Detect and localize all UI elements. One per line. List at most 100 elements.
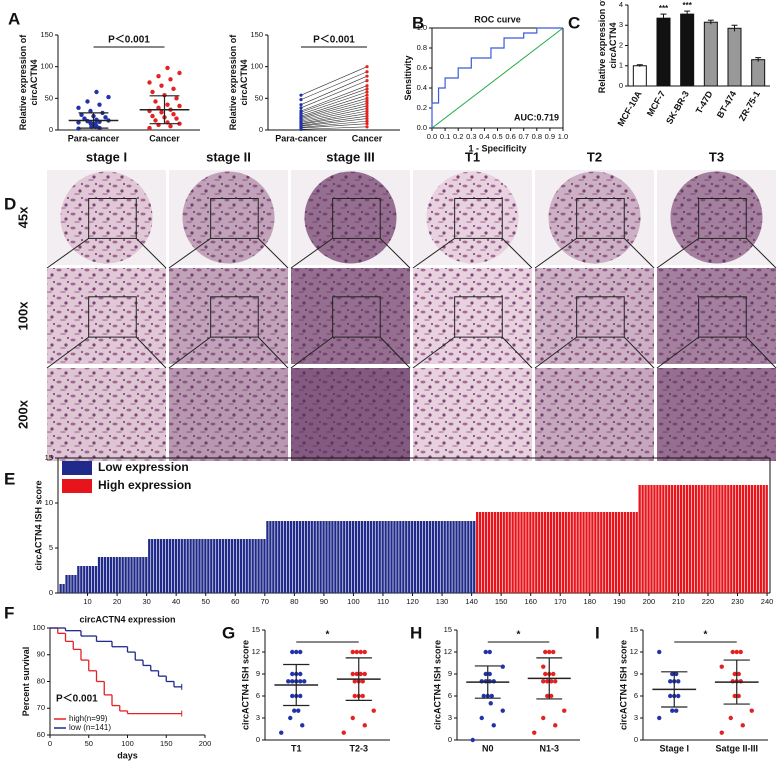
bar xyxy=(440,521,443,593)
bar xyxy=(638,485,641,593)
row-label: 45x xyxy=(15,206,30,228)
bar xyxy=(632,65,647,87)
bar xyxy=(162,539,166,593)
column-header: stage I xyxy=(86,149,127,164)
tissue-shade xyxy=(427,172,519,264)
data-point xyxy=(290,671,295,677)
x-tick-label: ZR-75-1 xyxy=(737,89,762,123)
x-tick-label: Cancer xyxy=(149,133,180,143)
data-point xyxy=(365,96,369,100)
x-tick-label: 90 xyxy=(320,597,328,606)
bar xyxy=(591,512,594,593)
y-tick-label: 0 xyxy=(619,81,623,90)
bar xyxy=(461,521,464,593)
data-point xyxy=(288,715,293,721)
bar xyxy=(310,521,313,593)
bar xyxy=(334,521,337,593)
bar xyxy=(340,521,343,593)
bar xyxy=(558,512,562,593)
x-tick-label: Para-cancer xyxy=(68,133,120,143)
bar xyxy=(703,485,706,593)
bar xyxy=(747,485,751,593)
bar xyxy=(313,521,316,593)
tissue-core xyxy=(426,171,519,264)
data-point xyxy=(106,94,111,100)
pair-line xyxy=(300,94,368,117)
bar xyxy=(118,557,121,593)
data-point xyxy=(177,121,182,126)
bar xyxy=(304,521,307,593)
y-tick-label: 80 xyxy=(37,676,45,685)
bar xyxy=(171,539,175,593)
data-point xyxy=(300,723,305,728)
data-point xyxy=(487,671,492,677)
column-header: T3 xyxy=(709,149,724,164)
data-point xyxy=(489,693,494,699)
zoom-box xyxy=(454,198,503,239)
data-point xyxy=(470,737,475,743)
data-point xyxy=(362,649,367,655)
bar xyxy=(77,566,80,593)
bar xyxy=(257,539,260,593)
y-axis-label: circACTN4 ISH score xyxy=(618,640,628,730)
x-tick-label: 70 xyxy=(261,597,269,606)
data-point xyxy=(302,679,307,684)
data-point xyxy=(541,664,546,669)
bar xyxy=(227,539,231,593)
y-tick-label: 15 xyxy=(252,625,260,634)
bar xyxy=(62,584,65,593)
bar xyxy=(301,521,305,593)
data-point xyxy=(362,671,367,677)
y-tick-label: 3 xyxy=(634,713,638,722)
data-point xyxy=(150,113,155,119)
bar xyxy=(573,512,576,593)
x-axis-label: 1 - Specificity xyxy=(468,143,526,153)
bar xyxy=(316,521,319,593)
bar xyxy=(641,485,644,593)
x-tick-label: 110 xyxy=(377,597,389,606)
bar xyxy=(620,512,624,593)
data-point xyxy=(290,679,295,684)
tissue-core xyxy=(182,171,275,264)
bar xyxy=(437,521,440,593)
y-tick-label: 15 xyxy=(45,453,53,462)
significance: *** xyxy=(659,4,669,13)
bar xyxy=(582,512,585,593)
bar xyxy=(381,521,384,593)
bar xyxy=(744,485,748,593)
bar xyxy=(617,512,621,593)
panel-label: H xyxy=(410,623,422,642)
bar xyxy=(390,521,393,593)
column-header: T1 xyxy=(465,149,480,164)
y-tick-label: 9 xyxy=(256,669,260,678)
zoom-line xyxy=(257,238,289,269)
zoom-box xyxy=(332,296,381,338)
data-point xyxy=(147,125,152,131)
bar xyxy=(478,512,482,593)
bar xyxy=(263,539,266,593)
bar xyxy=(83,566,86,593)
panel-label: C xyxy=(568,13,580,32)
zoom-box xyxy=(332,198,381,239)
bar xyxy=(691,485,695,593)
bar xyxy=(357,521,361,593)
bar xyxy=(680,13,695,87)
data-point xyxy=(674,671,679,677)
data-point xyxy=(174,116,179,121)
data-point xyxy=(365,109,369,113)
x-tick-label: 50 xyxy=(85,739,93,748)
zoom-box xyxy=(210,198,259,239)
data-point xyxy=(150,89,155,95)
bar xyxy=(295,521,299,593)
data-point xyxy=(352,693,357,699)
bar xyxy=(733,485,736,593)
data-point xyxy=(549,693,554,699)
data-point xyxy=(551,671,556,677)
bar xyxy=(455,521,458,593)
bar xyxy=(751,59,766,87)
bar xyxy=(233,539,237,593)
pair-line xyxy=(300,108,368,123)
bar xyxy=(384,521,387,593)
y-axis-label: Relative expression of xyxy=(18,34,28,131)
bar xyxy=(239,539,242,593)
